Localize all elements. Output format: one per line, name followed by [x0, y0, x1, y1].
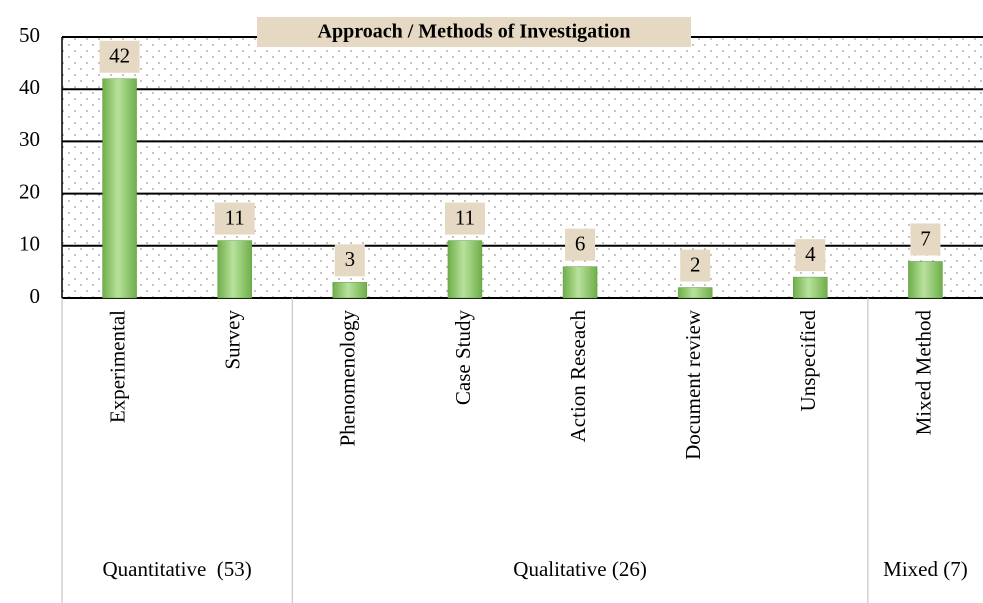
bar [102, 78, 137, 299]
data-label-box [99, 40, 140, 73]
group-label: Quantitative (53) [102, 557, 252, 581]
data-label-box [680, 249, 711, 282]
title-box [257, 17, 691, 47]
y-tick-label: 10 [19, 232, 40, 256]
x-tick-label: Action Reseach [566, 310, 590, 443]
bar [217, 240, 252, 299]
data-label-box [910, 223, 941, 256]
x-tick-label: Experimental [105, 310, 129, 423]
group-label: Mixed (7) [883, 557, 968, 581]
data-label: 7 [920, 226, 931, 250]
data-label: 3 [345, 247, 356, 271]
bar [562, 266, 598, 299]
x-tick-label: Mixed Method [911, 310, 935, 436]
group-label: Qualitative (26) [513, 557, 647, 581]
data-label-box [795, 239, 826, 272]
data-label-box [214, 202, 255, 235]
bar [793, 276, 828, 299]
bar [447, 240, 483, 299]
data-label: 42 [109, 44, 130, 68]
y-tick-label: 20 [19, 179, 40, 203]
y-tick-label: 30 [19, 127, 40, 151]
y-tick-label: 40 [19, 75, 40, 99]
chart-title: Approach / Methods of Investigation [318, 21, 631, 43]
data-label-box [444, 202, 485, 235]
data-label: 6 [575, 231, 586, 255]
data-label: 4 [805, 242, 816, 266]
data-label: 11 [455, 205, 475, 229]
data-label-box [565, 228, 596, 261]
x-tick-label: Survey [221, 310, 245, 370]
y-tick-label: 50 [19, 23, 40, 47]
data-label: 11 [225, 205, 245, 229]
x-tick-label: Phenomenology [336, 310, 360, 447]
y-tick-label: 0 [30, 284, 41, 308]
x-tick-label: Case Study [451, 310, 475, 406]
data-label-box [334, 244, 365, 277]
x-tick-label: Unspecified [796, 310, 820, 412]
bar [677, 287, 713, 299]
bar [332, 282, 368, 299]
bar [908, 261, 943, 299]
x-tick-label: Document review [681, 309, 705, 460]
plot-area [62, 37, 983, 298]
data-label: 2 [690, 252, 701, 276]
